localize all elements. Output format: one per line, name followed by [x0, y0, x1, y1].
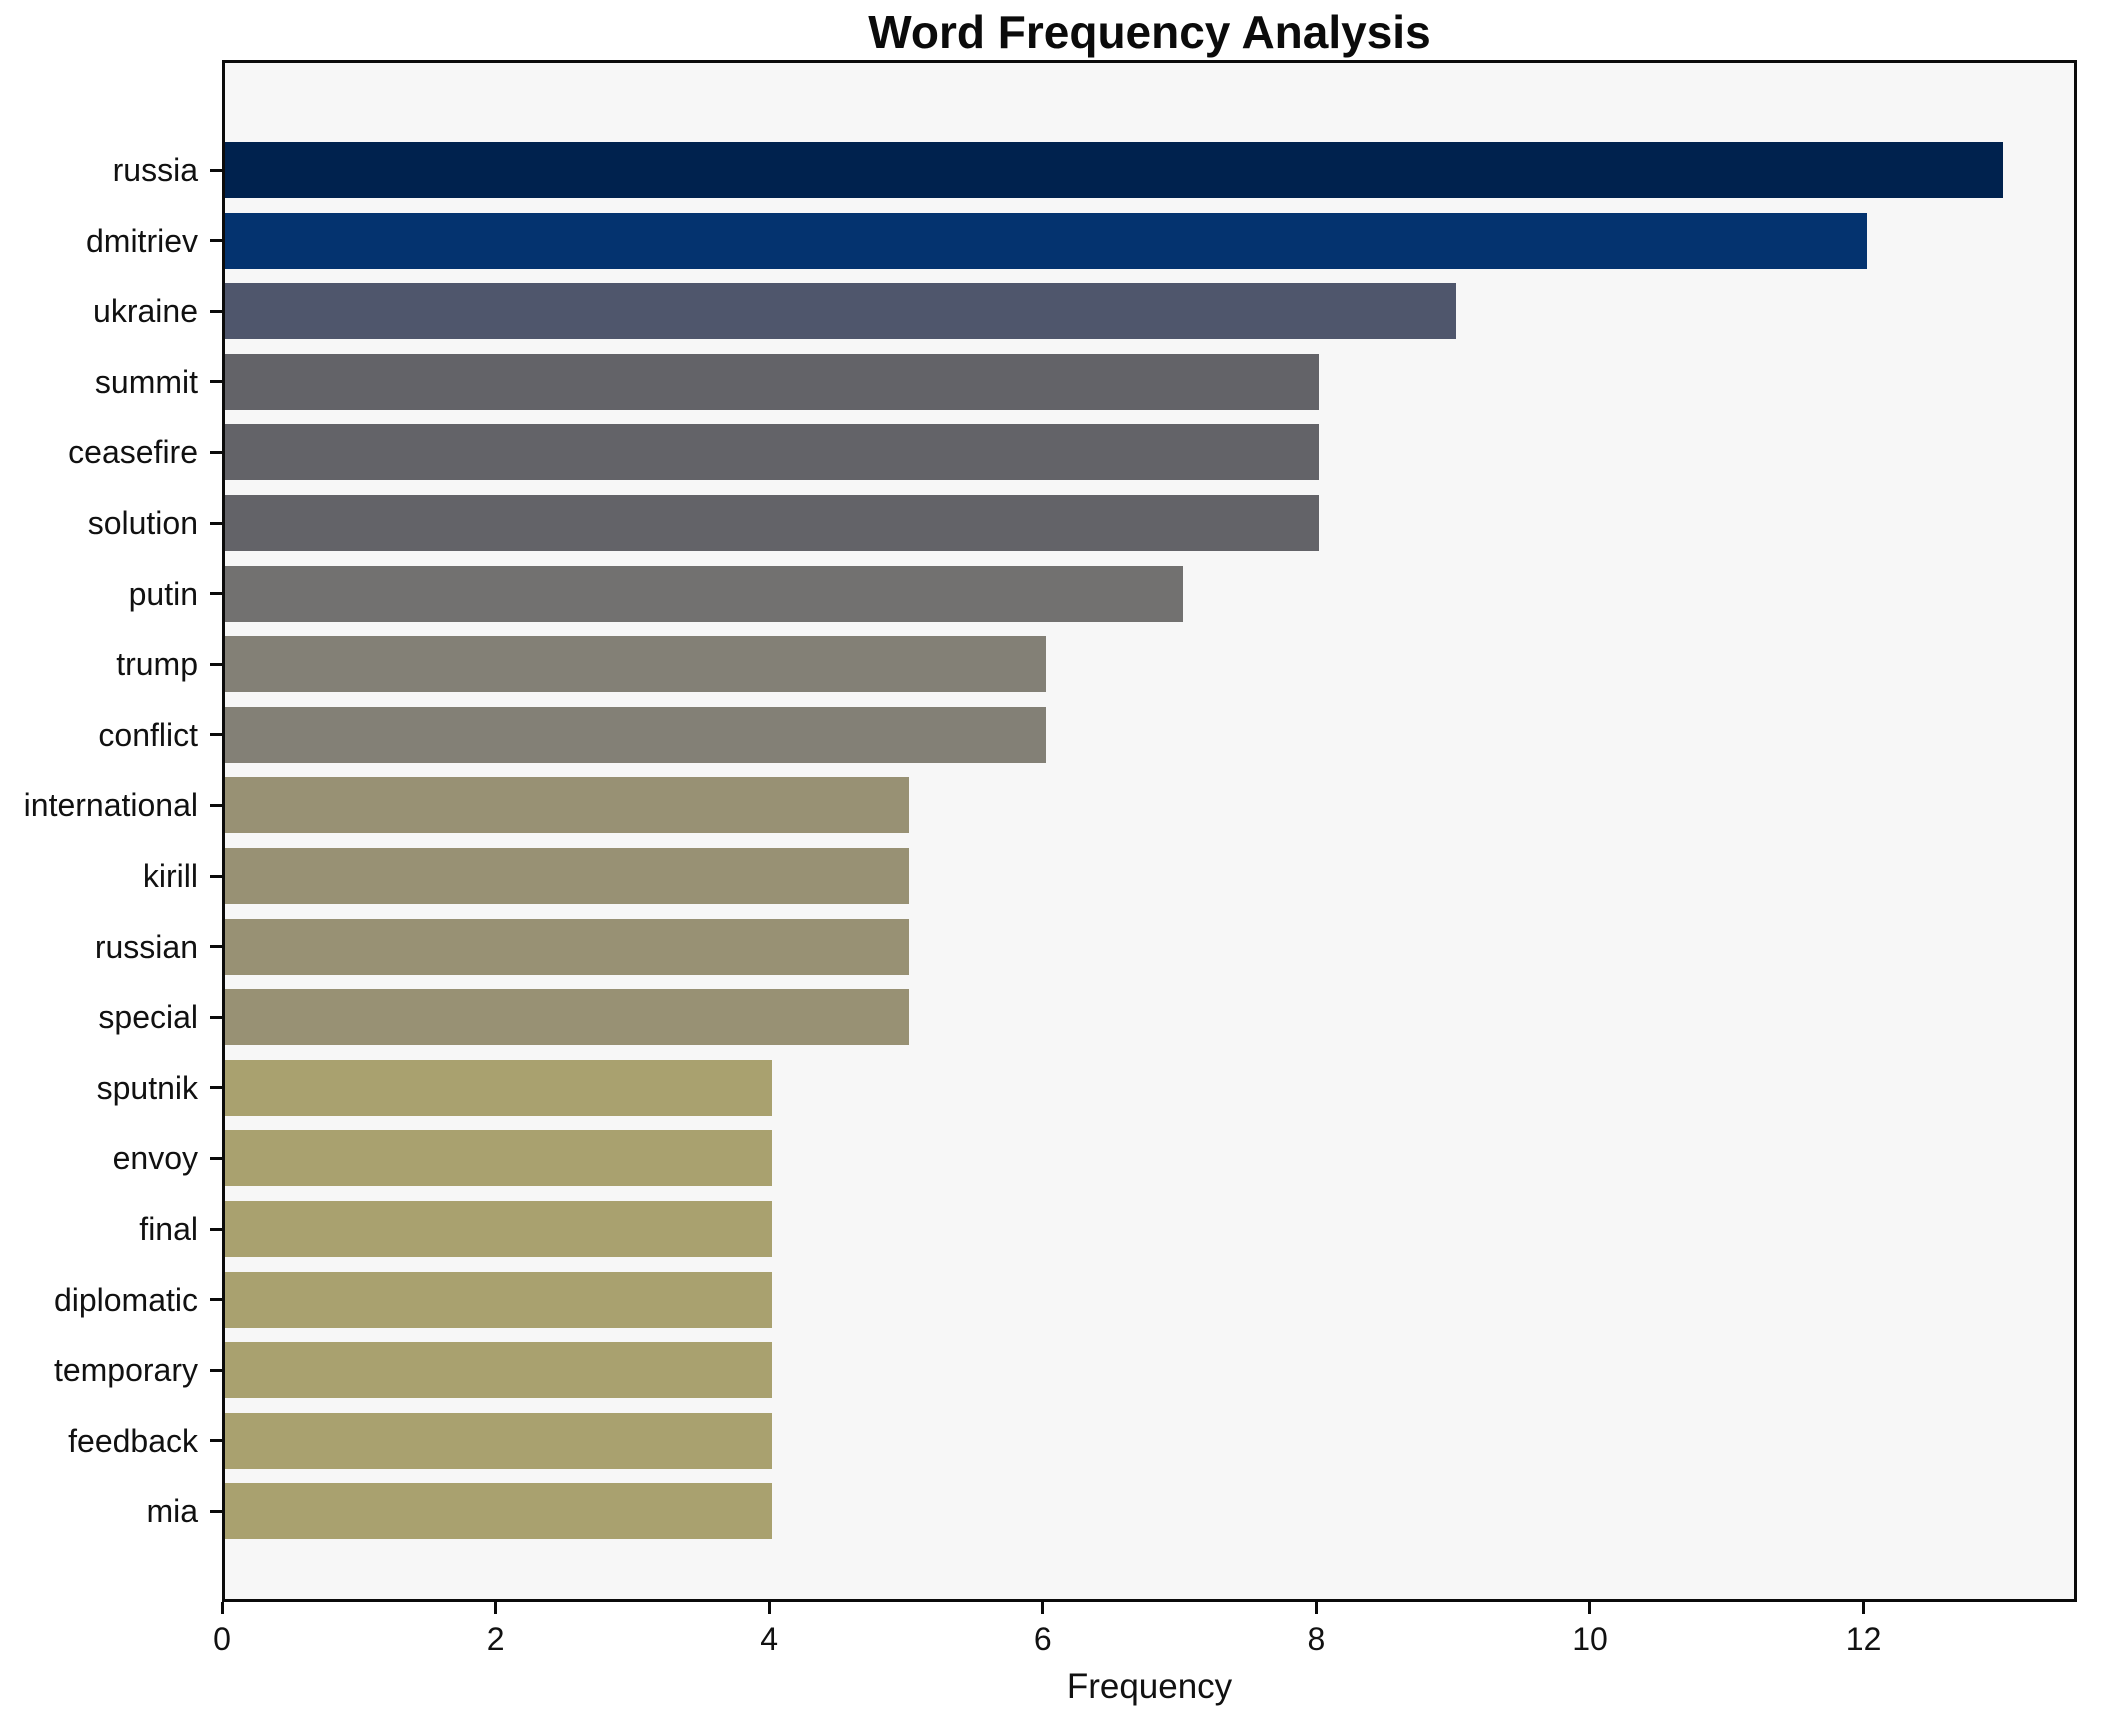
y-tick-label: international [23, 787, 198, 824]
bar-feedback [225, 1412, 773, 1469]
x-tick-mark [767, 1602, 771, 1614]
y-tick-label: diplomatic [53, 1281, 198, 1318]
y-tick-label: ceasefire [68, 434, 198, 471]
x-tick-mark [1588, 1602, 1592, 1614]
y-tick-label: dmitriev [85, 222, 198, 259]
bar-dmitriev [225, 212, 1867, 269]
bar-conflict [225, 706, 1046, 763]
y-tick-mark [210, 309, 222, 313]
chart-title: Word Frequency Analysis [868, 6, 1431, 58]
y-tick-label: ukraine [93, 293, 198, 330]
bar-diplomatic [225, 1271, 773, 1328]
x-axis-title: Frequency [1066, 1667, 1233, 1706]
bar-sputnik [225, 1059, 773, 1116]
x-tick-label: 2 [486, 1621, 505, 1657]
y-tick-label: russian [94, 928, 198, 965]
x-tick-label: 6 [1033, 1621, 1052, 1657]
y-tick-mark [210, 1156, 222, 1160]
bar-summit [225, 353, 1320, 410]
x-tick-label: 4 [760, 1621, 779, 1657]
y-tick-mark [210, 1086, 222, 1090]
bar-trump [225, 636, 1046, 693]
x-tick-label: 10 [1572, 1621, 1608, 1657]
y-tick-mark [210, 662, 222, 666]
y-tick-label: special [98, 999, 198, 1036]
bar-envoy [225, 1130, 773, 1187]
x-tick-mark [1862, 1602, 1866, 1614]
y-tick-mark [210, 168, 222, 172]
bar-temporary [225, 1342, 773, 1399]
bar-ceasefire [225, 424, 1320, 481]
y-tick-label: solution [87, 505, 198, 541]
y-tick-mark [210, 450, 222, 454]
bar-international [225, 777, 909, 834]
y-tick-label: trump [116, 646, 198, 683]
y-tick-mark [210, 1509, 222, 1513]
y-tick-label: envoy [112, 1140, 198, 1177]
y-tick-mark [210, 380, 222, 384]
y-tick-mark [210, 592, 222, 596]
y-tick-label: feedback [68, 1422, 198, 1459]
y-tick-mark [210, 1227, 222, 1231]
y-tick-label: sputnik [96, 1069, 198, 1106]
y-tick-mark [210, 733, 222, 737]
y-tick-label: putin [128, 575, 198, 612]
x-tick-mark [494, 1602, 498, 1614]
x-tick-mark [220, 1602, 224, 1614]
bar-kirill [225, 848, 909, 904]
y-tick-mark [210, 239, 222, 243]
bar-russia [225, 142, 2004, 198]
y-tick-mark [210, 1298, 222, 1302]
x-tick-label: 8 [1307, 1621, 1326, 1657]
x-tick-label: 12 [1845, 1621, 1882, 1657]
bar-putin [225, 565, 1183, 622]
y-tick-mark [210, 803, 222, 807]
y-tick-mark [210, 945, 222, 949]
y-tick-label: summit [94, 363, 198, 400]
bar-mia [225, 1483, 773, 1540]
y-tick-label: mia [146, 1493, 198, 1530]
x-tick-mark [1041, 1602, 1045, 1614]
y-tick-label: kirill [142, 858, 198, 894]
y-tick-mark [210, 1015, 222, 1019]
y-tick-label: final [139, 1211, 198, 1247]
y-tick-label: temporary [53, 1352, 198, 1389]
y-tick-label: russia [112, 152, 198, 188]
plot-area [222, 60, 2077, 1602]
y-tick-mark [210, 521, 222, 525]
bar-russian [225, 918, 909, 975]
x-tick-label: 0 [213, 1621, 231, 1657]
y-tick-label: conflict [98, 716, 198, 753]
y-tick-mark [210, 1368, 222, 1372]
bar-solution [225, 495, 1320, 551]
x-tick-mark [1314, 1602, 1318, 1614]
bar-final [225, 1201, 773, 1257]
y-tick-mark [210, 874, 222, 878]
bar-special [225, 989, 909, 1046]
bar-ukraine [225, 283, 1457, 340]
y-tick-mark [210, 1439, 222, 1443]
